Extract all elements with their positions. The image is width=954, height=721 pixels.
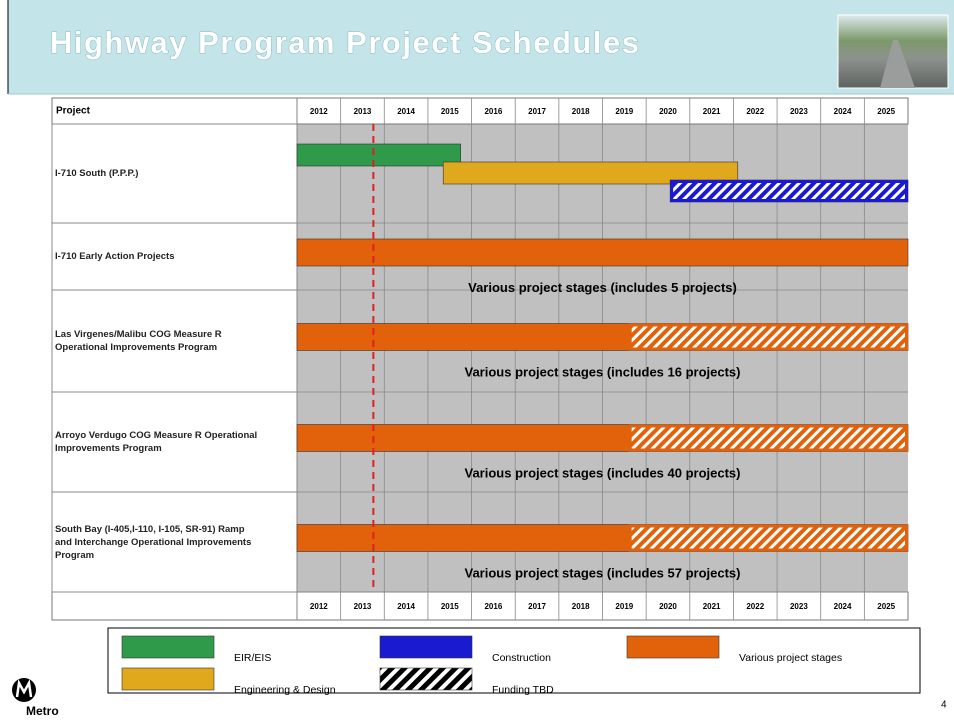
x-tick-label: 2023 xyxy=(790,107,808,116)
x-tick-label: 2012 xyxy=(310,602,328,611)
x-tick-label: 2013 xyxy=(354,107,372,116)
project-name: Las Virgenes/Malibu COG Measure R Operat… xyxy=(55,290,260,392)
x-tick-label: 2015 xyxy=(441,107,459,116)
page-number: 4 xyxy=(941,700,947,711)
x-tick-label: 2018 xyxy=(572,107,590,116)
project-name: I-710 South (P.P.P.) xyxy=(55,124,260,223)
funding-tbd-bar xyxy=(672,182,907,201)
x-tick-label: 2016 xyxy=(484,602,502,611)
gantt-bar xyxy=(297,239,908,266)
x-tick-label: 2018 xyxy=(572,602,590,611)
funding-tbd-bar xyxy=(630,325,906,349)
project-name: South Bay (I-405,I-110, I-105, SR-91) Ra… xyxy=(55,492,260,592)
x-tick-label: 2025 xyxy=(877,107,895,116)
x-tick-label: 2025 xyxy=(877,602,895,611)
legend-swatch xyxy=(627,636,719,658)
legend-label: Engineering & Design xyxy=(234,684,336,696)
legend-swatch xyxy=(380,636,472,658)
column-header: Project xyxy=(56,106,91,117)
row-note: Various project stages (includes 57 proj… xyxy=(465,565,741,580)
legend-label: Various project stages xyxy=(739,652,842,664)
x-tick-label: 2023 xyxy=(790,602,808,611)
legend-swatch xyxy=(122,668,214,690)
x-tick-label: 2014 xyxy=(397,602,415,611)
gantt-bar xyxy=(297,144,461,166)
x-tick-label: 2024 xyxy=(834,107,852,116)
legend-swatch xyxy=(122,636,214,658)
row-note: Various project stages (includes 5 proje… xyxy=(468,280,737,295)
x-tick-label: 2017 xyxy=(528,602,546,611)
slide: Highway Program Project Schedules Metro … xyxy=(0,0,954,721)
legend-label: Funding TBD xyxy=(492,684,554,696)
x-tick-label: 2013 xyxy=(354,602,372,611)
x-tick-label: 2012 xyxy=(310,107,328,116)
x-tick-label: 2021 xyxy=(703,107,721,116)
header-row xyxy=(52,98,908,124)
x-tick-label: 2017 xyxy=(528,107,546,116)
legend-label: EIR/EIS xyxy=(234,652,271,664)
project-name: Arroyo Verdugo COG Measure R Operational… xyxy=(55,392,260,492)
x-tick-label: 2015 xyxy=(441,602,459,611)
project-name: I-710 Early Action Projects xyxy=(55,223,260,290)
x-tick-label: 2021 xyxy=(703,602,721,611)
x-tick-label: 2019 xyxy=(615,602,633,611)
x-tick-label: 2022 xyxy=(746,602,764,611)
x-tick-label: 2020 xyxy=(659,107,677,116)
slide-title: Highway Program Project Schedules xyxy=(50,25,640,60)
x-tick-label: 2014 xyxy=(397,107,415,116)
row-note: Various project stages (includes 40 proj… xyxy=(465,465,741,480)
legend-label: Construction xyxy=(492,652,551,664)
x-tick-label: 2024 xyxy=(834,602,852,611)
x-tick-label: 2019 xyxy=(615,107,633,116)
funding-tbd-bar xyxy=(630,426,906,450)
logo-text: Metro xyxy=(26,704,59,718)
funding-tbd-bar xyxy=(630,526,906,550)
row-note: Various project stages (includes 16 proj… xyxy=(465,364,741,379)
x-tick-label: 2020 xyxy=(659,602,677,611)
axis-row xyxy=(52,592,908,620)
x-tick-label: 2016 xyxy=(484,107,502,116)
x-tick-label: 2022 xyxy=(746,107,764,116)
legend-swatch xyxy=(380,668,472,690)
